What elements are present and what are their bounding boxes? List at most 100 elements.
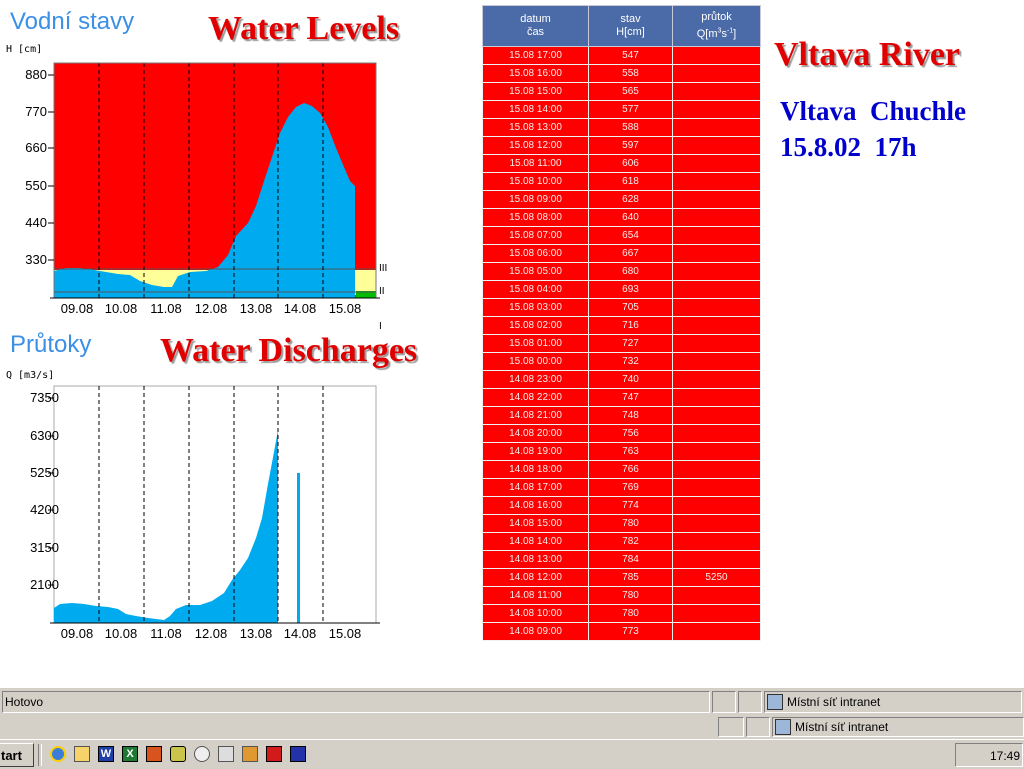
cell-flow xyxy=(672,532,761,551)
search-icon[interactable] xyxy=(194,746,210,762)
table-row: 15.08 04:00 693 xyxy=(482,280,761,299)
header-stage-bottom: H[cm] xyxy=(616,26,645,38)
cell-datetime: 15.08 03:00 xyxy=(482,298,589,317)
camera-icon[interactable] xyxy=(170,746,186,762)
cell-datetime: 14.08 17:00 xyxy=(482,478,589,497)
table-row: 15.08 00:00 732 xyxy=(482,352,761,371)
levels-y-tick-label: 330 xyxy=(25,252,47,267)
cell-stage: 577 xyxy=(588,100,673,119)
cell-datetime: 14.08 14:00 xyxy=(482,532,589,551)
cell-stage: 640 xyxy=(588,208,673,227)
cell-datetime: 14.08 15:00 xyxy=(482,514,589,533)
excel-icon[interactable]: X xyxy=(122,746,138,762)
discharges-y-ticks xyxy=(48,397,54,586)
discharges-x-tick-label: 13.08 xyxy=(240,626,273,641)
levels-x-tick-label: 12.08 xyxy=(195,301,228,316)
word-icon[interactable]: W xyxy=(98,746,114,762)
cell-flow xyxy=(672,496,761,515)
cell-stage: 667 xyxy=(588,244,673,263)
table-row: 15.08 17:00 547 xyxy=(482,46,761,65)
zone-text: Místní síť intranet xyxy=(787,695,881,709)
cell-flow xyxy=(672,118,761,137)
zone-panel-2: Místní síť intranet xyxy=(772,717,1024,737)
cell-flow xyxy=(672,586,761,605)
cell-datetime: 15.08 11:00 xyxy=(482,154,589,173)
cell-datetime: 15.08 08:00 xyxy=(482,208,589,227)
table-row: 15.08 16:00 558 xyxy=(482,64,761,83)
cell-stage: 558 xyxy=(588,64,673,83)
ie-icon[interactable] xyxy=(50,746,66,762)
cell-flow xyxy=(672,334,761,353)
cell-flow xyxy=(672,154,761,173)
header-flow-end: ] xyxy=(733,27,737,40)
table-row: 15.08 14:00 577 xyxy=(482,100,761,119)
table-row: 14.08 15:00 780 xyxy=(482,514,761,533)
table-row: 14.08 23:00 740 xyxy=(482,370,761,389)
cell-flow xyxy=(672,82,761,101)
start-button[interactable]: tart xyxy=(0,743,34,767)
paint-icon[interactable] xyxy=(242,746,258,762)
table-row: 15.08 10:00 618 xyxy=(482,172,761,191)
discharges-chart: 7350 6300 5250 4200 3150 2100 09.08 10.0… xyxy=(30,385,380,641)
discharges-y-tick-label: 3150 xyxy=(30,540,59,555)
cell-stage: 773 xyxy=(588,622,673,641)
table-row: 14.08 13:00 784 xyxy=(482,550,761,569)
intranet-icon xyxy=(775,719,791,735)
cell-flow xyxy=(672,388,761,407)
cell-stage: 547 xyxy=(588,46,673,65)
cell-datetime: 15.08 06:00 xyxy=(482,244,589,263)
cell-datetime: 15.08 17:00 xyxy=(482,46,589,65)
cell-flow xyxy=(672,406,761,425)
status-panel-blank-2 xyxy=(738,691,762,713)
cell-stage: 740 xyxy=(588,370,673,389)
discharges-x-tick-label: 10.08 xyxy=(105,626,138,641)
table-row: 15.08 12:00 597 xyxy=(482,136,761,155)
outlook-icon[interactable] xyxy=(74,746,90,762)
discharges-y-tick-label: 4200 xyxy=(30,502,59,517)
cell-flow xyxy=(672,298,761,317)
cell-datetime: 15.08 12:00 xyxy=(482,136,589,155)
cell-stage: 565 xyxy=(588,82,673,101)
table-row: 15.08 03:00 705 xyxy=(482,298,761,317)
header-flow: průtok Q[m3s-1] xyxy=(672,5,761,47)
cell-stage: 763 xyxy=(588,442,673,461)
save-icon[interactable] xyxy=(290,746,306,762)
table-row: 14.08 22:00 747 xyxy=(482,388,761,407)
levels-x-tick-label: 11.08 xyxy=(150,301,182,316)
discharges-unit: Q [m3/s] xyxy=(6,370,55,381)
levels-y-tick-label: 440 xyxy=(25,215,47,230)
clock: 17:49 xyxy=(989,749,1020,763)
find-icon[interactable] xyxy=(218,746,234,762)
cell-flow xyxy=(672,46,761,65)
table-row: 15.08 09:00 628 xyxy=(482,190,761,209)
cell-datetime: 15.08 01:00 xyxy=(482,334,589,353)
status-text: Hotovo xyxy=(5,695,44,709)
cell-flow xyxy=(672,208,761,227)
discharges-y-tick-label: 6300 xyxy=(30,428,59,443)
levels-y-ticks xyxy=(48,74,54,261)
cell-flow xyxy=(672,226,761,245)
levels-y-tick-label: 770 xyxy=(25,104,47,119)
status-panel-blank-1 xyxy=(712,691,736,713)
discharges-water-area xyxy=(54,430,278,623)
cell-stage: 705 xyxy=(588,298,673,317)
table-row: 15.08 05:00 680 xyxy=(482,262,761,281)
cell-datetime: 15.08 05:00 xyxy=(482,262,589,281)
levels-x-tick-label: 13.08 xyxy=(240,301,273,316)
cell-datetime: 15.08 07:00 xyxy=(482,226,589,245)
cell-flow xyxy=(672,478,761,497)
acrobat-icon[interactable] xyxy=(266,746,282,762)
powerpoint-icon[interactable] xyxy=(146,746,162,762)
table-row: 15.08 15:00 565 xyxy=(482,82,761,101)
cell-flow xyxy=(672,514,761,533)
cell-datetime: 14.08 19:00 xyxy=(482,442,589,461)
table-row: 14.08 09:00 773 xyxy=(482,622,761,641)
cell-datetime: 15.08 13:00 xyxy=(482,118,589,137)
river-title: Vltava River xyxy=(774,36,961,73)
station-timestamp: 15.8.02 17h xyxy=(780,132,917,162)
cell-flow xyxy=(672,550,761,569)
header-flow-top: průtok xyxy=(701,11,732,24)
table-row: 14.08 11:00 780 xyxy=(482,586,761,605)
discharges-x-tick-label: 11.08 xyxy=(150,626,182,641)
cell-flow xyxy=(672,622,761,641)
